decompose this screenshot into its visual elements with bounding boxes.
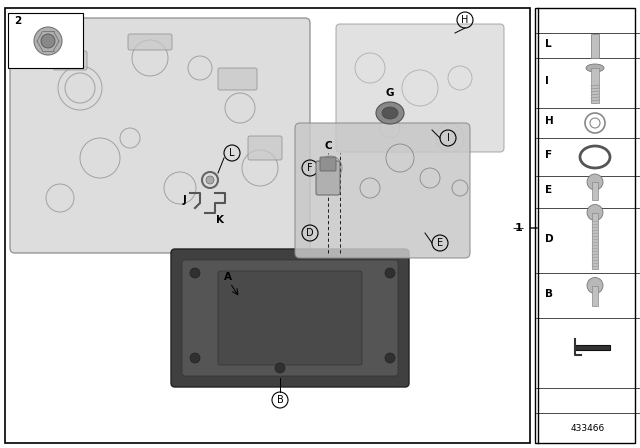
FancyBboxPatch shape xyxy=(128,34,172,50)
Text: 1: 1 xyxy=(515,223,522,233)
Text: J: J xyxy=(183,195,187,205)
FancyBboxPatch shape xyxy=(248,136,282,160)
Bar xyxy=(592,182,598,200)
Ellipse shape xyxy=(382,107,398,119)
Text: G: G xyxy=(386,88,394,98)
Circle shape xyxy=(385,268,395,278)
Circle shape xyxy=(275,363,285,373)
Polygon shape xyxy=(575,345,610,350)
Text: 433466: 433466 xyxy=(571,423,605,432)
Bar xyxy=(592,212,598,268)
Text: I: I xyxy=(447,133,449,143)
Text: B: B xyxy=(276,395,284,405)
FancyBboxPatch shape xyxy=(316,161,340,195)
Text: —: — xyxy=(513,223,524,233)
Text: C: C xyxy=(324,141,332,151)
FancyBboxPatch shape xyxy=(218,271,362,365)
Bar xyxy=(591,68,599,103)
Bar xyxy=(535,8,635,443)
Text: H: H xyxy=(461,15,468,25)
Text: K: K xyxy=(216,215,224,225)
Text: L: L xyxy=(545,39,552,48)
Circle shape xyxy=(385,353,395,363)
Text: F: F xyxy=(545,150,552,160)
Text: D: D xyxy=(306,228,314,238)
FancyBboxPatch shape xyxy=(53,51,87,70)
Bar xyxy=(592,285,598,306)
Text: H: H xyxy=(545,116,554,126)
Text: 2: 2 xyxy=(14,16,21,26)
Circle shape xyxy=(587,174,603,190)
FancyBboxPatch shape xyxy=(182,260,398,376)
Bar xyxy=(5,8,530,443)
Text: A: A xyxy=(224,272,232,282)
Circle shape xyxy=(587,277,603,293)
FancyBboxPatch shape xyxy=(218,68,257,90)
FancyBboxPatch shape xyxy=(295,123,470,258)
Ellipse shape xyxy=(376,102,404,124)
Circle shape xyxy=(34,27,62,55)
Text: F: F xyxy=(307,163,313,173)
Text: E: E xyxy=(545,185,552,195)
FancyBboxPatch shape xyxy=(320,157,336,171)
Text: L: L xyxy=(229,148,235,158)
FancyBboxPatch shape xyxy=(10,18,310,253)
Circle shape xyxy=(190,268,200,278)
Text: I: I xyxy=(545,76,549,86)
Text: 2: 2 xyxy=(19,20,25,30)
Bar xyxy=(591,34,599,57)
Bar xyxy=(8,13,83,68)
Text: D: D xyxy=(545,233,554,244)
Circle shape xyxy=(587,204,603,220)
Circle shape xyxy=(206,176,214,184)
Text: E: E xyxy=(437,238,443,248)
FancyBboxPatch shape xyxy=(336,24,504,152)
FancyBboxPatch shape xyxy=(171,249,409,387)
Text: B: B xyxy=(545,289,553,298)
Circle shape xyxy=(590,118,600,128)
Circle shape xyxy=(190,353,200,363)
Bar xyxy=(5,8,530,443)
Circle shape xyxy=(41,34,55,48)
Ellipse shape xyxy=(586,64,604,72)
